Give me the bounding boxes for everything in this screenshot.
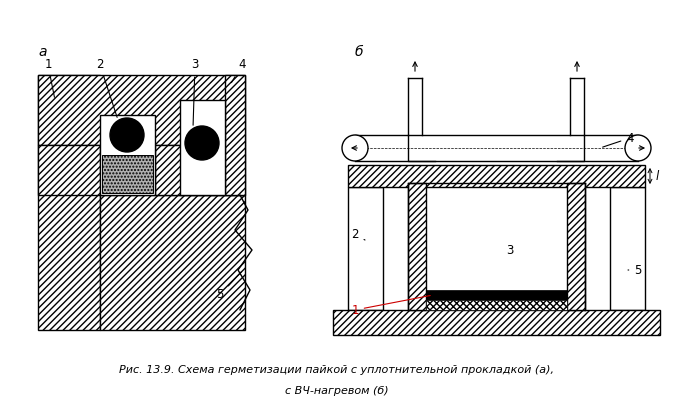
Circle shape (625, 135, 651, 161)
Bar (426, 300, 567, 310)
Text: с ВЧ-нагревом (б): с ВЧ-нагревом (б) (285, 386, 388, 396)
Text: 5: 5 (628, 263, 641, 276)
Bar (348, 187, 383, 310)
Bar (102, 155, 153, 193)
Text: Рис. 13.9. Схема герметизации пайкой с уплотнительной прокладкой (а),: Рис. 13.9. Схема герметизации пайкой с у… (119, 365, 554, 375)
Bar (426, 290, 567, 300)
Text: а: а (38, 45, 46, 59)
Bar (100, 115, 155, 195)
Text: 3: 3 (506, 243, 513, 256)
Text: 1: 1 (351, 296, 430, 317)
Bar (155, 145, 245, 195)
Text: 4: 4 (232, 58, 246, 83)
Bar (408, 183, 426, 310)
Bar (180, 100, 225, 195)
Text: 1: 1 (44, 58, 55, 97)
Text: 2: 2 (96, 58, 117, 117)
Bar (38, 145, 100, 195)
Bar (348, 165, 645, 187)
Circle shape (185, 126, 219, 160)
Text: б: б (355, 45, 363, 59)
Bar (100, 195, 245, 330)
Circle shape (110, 118, 144, 152)
Bar (333, 310, 660, 335)
Text: 3: 3 (191, 58, 199, 125)
Text: 5: 5 (216, 272, 241, 301)
Text: l: l (656, 169, 660, 182)
Bar (610, 187, 645, 310)
Bar (225, 75, 245, 195)
Bar (38, 75, 245, 145)
Text: 2: 2 (351, 229, 365, 241)
Bar (38, 75, 100, 330)
Bar (567, 183, 585, 310)
Text: 4: 4 (602, 132, 634, 147)
Circle shape (342, 135, 368, 161)
